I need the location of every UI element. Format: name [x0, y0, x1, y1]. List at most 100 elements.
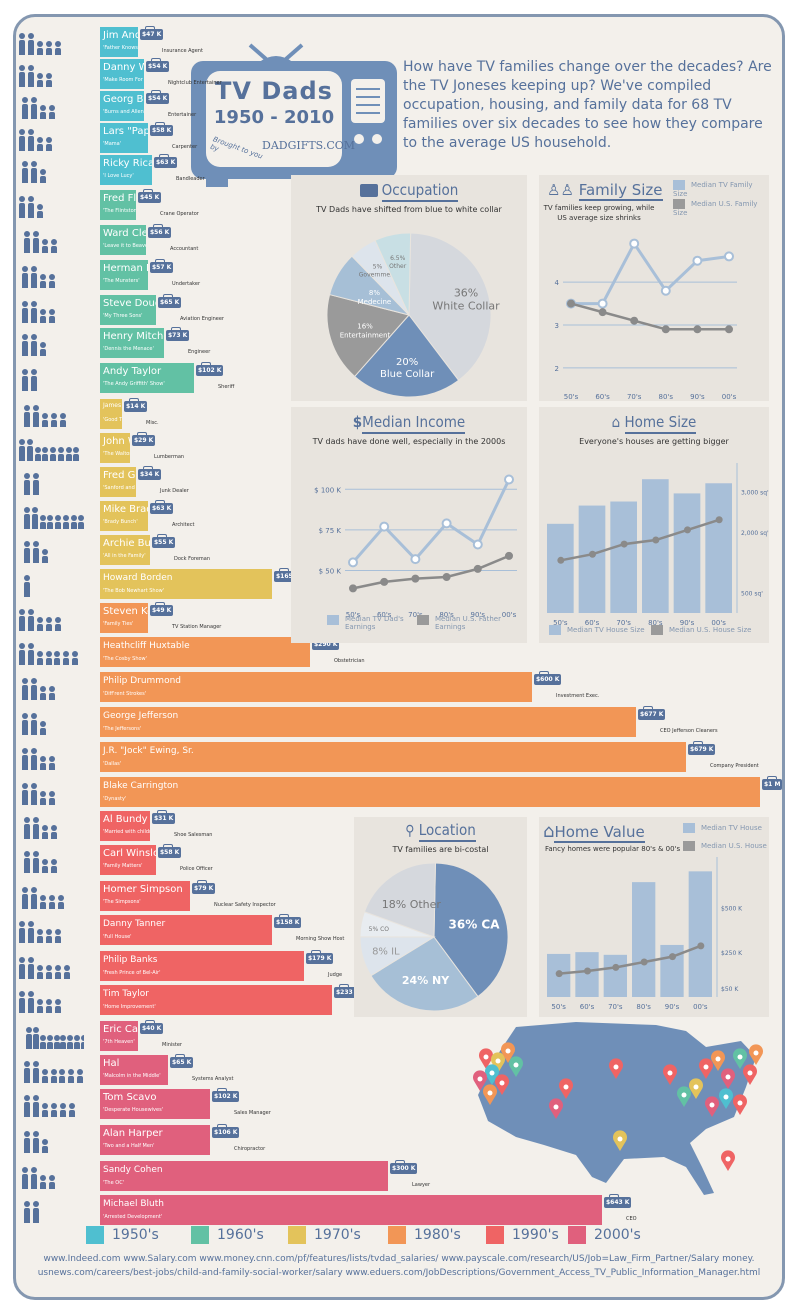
occupation-label: Sheriff: [218, 384, 235, 390]
map-pin-dot: [737, 1100, 743, 1106]
family-size-title: Family Size: [578, 181, 663, 201]
map-pin-dot: [747, 1070, 753, 1076]
data-point: [630, 316, 639, 325]
person-icon: [40, 895, 46, 909]
map-pin-dot: [613, 1064, 619, 1070]
pie-value-label: 20%: [396, 357, 418, 368]
occupation-pie-chart: 36%White Collar 20%Blue Collar 16%Entertai…: [326, 232, 500, 398]
occupation-label: Morning Show Host: [296, 936, 345, 942]
tv-bar: [632, 882, 656, 997]
person-icon: [31, 507, 38, 529]
person-icon: [31, 334, 37, 356]
person-icon: [33, 1095, 39, 1117]
person-icon: [24, 231, 30, 253]
family-figures: [16, 91, 84, 121]
salary-badge: $47 K: [140, 26, 164, 40]
map-pin-dot: [693, 1084, 699, 1090]
salary-bar: Michael Bluth 'Arrested Development': [100, 1195, 602, 1225]
data-point: [684, 526, 691, 534]
family-figures: [16, 637, 84, 667]
map-pin-dot: [483, 1054, 489, 1060]
map-pin-dot: [667, 1070, 673, 1076]
dad-name: Philip Banks: [103, 955, 158, 965]
occupation-label: Systems Analyst: [192, 1076, 234, 1082]
person-icon: [46, 73, 52, 87]
family-size-panel: ♙♙ Family Size TV families keep growing,…: [539, 175, 769, 401]
y-tick-label: $50 K: [721, 986, 739, 993]
data-point: [555, 970, 563, 978]
person-icon: [72, 651, 79, 665]
decade-label: 1990's: [512, 1227, 559, 1243]
legend-median-tv-family: Median TV Family Size: [673, 180, 753, 198]
show-name: 'The OC': [103, 1180, 125, 1186]
dad-name: Archie Bunker: [103, 538, 150, 549]
salary-badge: $57 K: [150, 259, 174, 273]
person-icon: [39, 515, 46, 529]
legend-median-us-house: Median U.S. House: [683, 841, 767, 851]
person-icon: [40, 105, 46, 119]
x-tick-label: 70's: [608, 1003, 623, 1011]
person-icon: [73, 447, 80, 461]
person-icon: [24, 541, 30, 563]
salary-bar: Alan Harper 'Two and a Half Men': [100, 1125, 210, 1155]
person-icon: [22, 301, 28, 323]
person-icon: [49, 309, 55, 323]
median-income-line-chart: $ 50 K $ 75 K $ 100 K 50's 60's 70's 80's 90's 0…: [314, 474, 517, 619]
legend-median-tv-house: Median TV House: [683, 823, 762, 833]
occupation-label: Carpenter: [172, 144, 198, 150]
salary-bar: Carl Winslow 'Family Matters': [100, 845, 156, 875]
person-icon: [28, 33, 34, 55]
family-figures: [16, 777, 84, 807]
salary-badge: $58 K: [158, 844, 182, 858]
person-icon: [31, 748, 37, 770]
x-tick-label: 70's: [627, 393, 642, 401]
person-icon: [47, 515, 54, 529]
occupation-label: CEO Jefferson Cleaners: [660, 728, 718, 734]
data-point: [724, 251, 734, 262]
data-point: [380, 577, 389, 586]
series-line: [570, 302, 729, 331]
median-income-panel: $Median Income TV dads have done well, e…: [291, 407, 527, 643]
person-icon: [24, 473, 30, 495]
salary-bar: Ward Cleaver 'Leave it to Beaver': [100, 225, 146, 255]
person-icon: [49, 274, 55, 288]
person-icon: [33, 851, 39, 873]
occupation-label: Company President: [710, 763, 759, 769]
person-icon: [37, 929, 43, 943]
tv-bar: [688, 871, 712, 997]
show-name: 'All in the Family': [103, 553, 146, 559]
family-figures: [16, 1089, 84, 1119]
legend-median-tv-house-size: Median TV House Size: [549, 625, 645, 635]
person-icon: [49, 895, 55, 909]
person-icon: [24, 405, 30, 427]
occupation-label: Engineer: [188, 349, 211, 355]
dad-name: Michael Bluth: [103, 1199, 164, 1209]
person-icon: [40, 791, 46, 805]
family-figures: [16, 260, 84, 290]
y-tick-label: 3,000 sq': [741, 489, 769, 496]
person-icon: [49, 686, 55, 700]
map-pin-dot: [505, 1048, 511, 1054]
data-point: [348, 557, 358, 568]
person-icon: [19, 33, 25, 55]
person-icon: [55, 999, 61, 1013]
location-panel: ⚲ Location TV families are bi-costal 36%…: [354, 817, 527, 1017]
tv-title: TV Dads: [215, 77, 333, 105]
salary-bar: Tim Taylor 'Home Improvement': [100, 985, 332, 1015]
dad-name: Tim Taylor: [103, 989, 149, 999]
person-icon: [28, 991, 34, 1013]
person-icon: [19, 439, 25, 461]
person-icon: [81, 1035, 84, 1049]
pie-slice-label: 5% CO: [369, 926, 390, 933]
person-icon: [33, 1131, 39, 1153]
x-tick-label: 50's: [564, 393, 579, 401]
person-icon: [42, 239, 48, 253]
person-icon: [39, 1035, 46, 1049]
person-icon: [19, 196, 25, 218]
salary-bar: Danny Tanner 'Full House': [100, 915, 272, 945]
decade-swatch: [388, 1226, 406, 1244]
salary-bar: Fred Flintstone 'The Flintstones': [100, 190, 136, 220]
data-point: [557, 556, 565, 564]
dad-name: Andy Taylor: [103, 366, 162, 377]
person-icon: [33, 1201, 39, 1223]
